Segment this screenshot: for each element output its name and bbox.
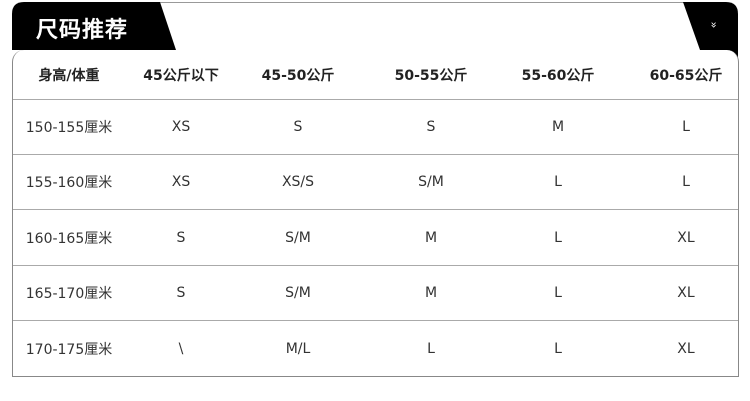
table-cell: L: [682, 174, 690, 190]
table-cell: L: [554, 230, 562, 246]
table-cell: M: [551, 119, 565, 135]
table-cell: \: [178, 340, 184, 357]
table-cell: M/L: [285, 340, 311, 357]
table-row: 170-175厘米 \ M/L L L XL: [13, 321, 738, 376]
table-header-row: 身高/体重 45公斤以下 45-50公斤 50-55公斤 55-60公斤 60-65公斤: [13, 50, 738, 100]
table-cell: XL: [677, 230, 695, 246]
table-cell: L: [554, 340, 562, 357]
table-cell: S: [176, 230, 186, 246]
table-cell: M: [424, 285, 438, 301]
table-cell: 170-175厘米: [25, 341, 113, 358]
table-cell: XS/S: [281, 174, 315, 190]
table-row: 155-160厘米 XS XS/S S/M L L: [13, 155, 738, 210]
table-cell: S/M: [285, 285, 311, 301]
header-frame: [12, 2, 738, 60]
table-cell: S: [176, 285, 186, 301]
table-cell: XL: [677, 285, 695, 301]
toggle-tab: [683, 2, 738, 60]
table-cell: L: [554, 174, 562, 190]
table-row: 165-170厘米 S S/M M L XL: [13, 266, 738, 321]
double-chevron-down-icon[interactable]: »: [703, 14, 723, 36]
table-cell: S: [293, 119, 303, 135]
table-cell: S/M: [285, 230, 311, 246]
table-cell: M: [424, 230, 438, 246]
table-row: 150-155厘米 XS S S M L: [13, 100, 738, 155]
table-cell: L: [427, 340, 435, 357]
table-cell: 160-165厘米: [25, 231, 113, 247]
page-title: 尺码推荐: [36, 18, 129, 43]
column-header: 50-55公斤: [394, 67, 468, 84]
column-header: 45-50公斤: [261, 67, 335, 84]
table-cell: S: [426, 119, 436, 135]
table-cell: XS: [171, 119, 191, 135]
size-table: 身高/体重 45公斤以下 45-50公斤 50-55公斤 55-60公斤 60-65公斤 1…: [12, 50, 739, 377]
table-cell: 165-170厘米: [25, 286, 113, 302]
column-header: 45公斤以下: [143, 67, 219, 84]
table-cell: 155-160厘米: [25, 175, 113, 191]
table-cell: XS: [171, 174, 191, 190]
table-cell: S/M: [418, 174, 444, 190]
table-cell: 150-155厘米: [25, 120, 113, 136]
toggle-glyph: »: [706, 21, 720, 29]
table-cell: L: [682, 119, 690, 135]
table-row: 160-165厘米 S S/M M L XL: [13, 211, 738, 266]
table-cell: L: [554, 285, 562, 301]
column-header: 55-60公斤: [521, 67, 595, 84]
title-tab: [12, 2, 176, 50]
column-header: 身高/体重: [38, 67, 100, 84]
table-cell: XL: [677, 340, 695, 357]
column-header: 60-65公斤: [649, 67, 723, 84]
